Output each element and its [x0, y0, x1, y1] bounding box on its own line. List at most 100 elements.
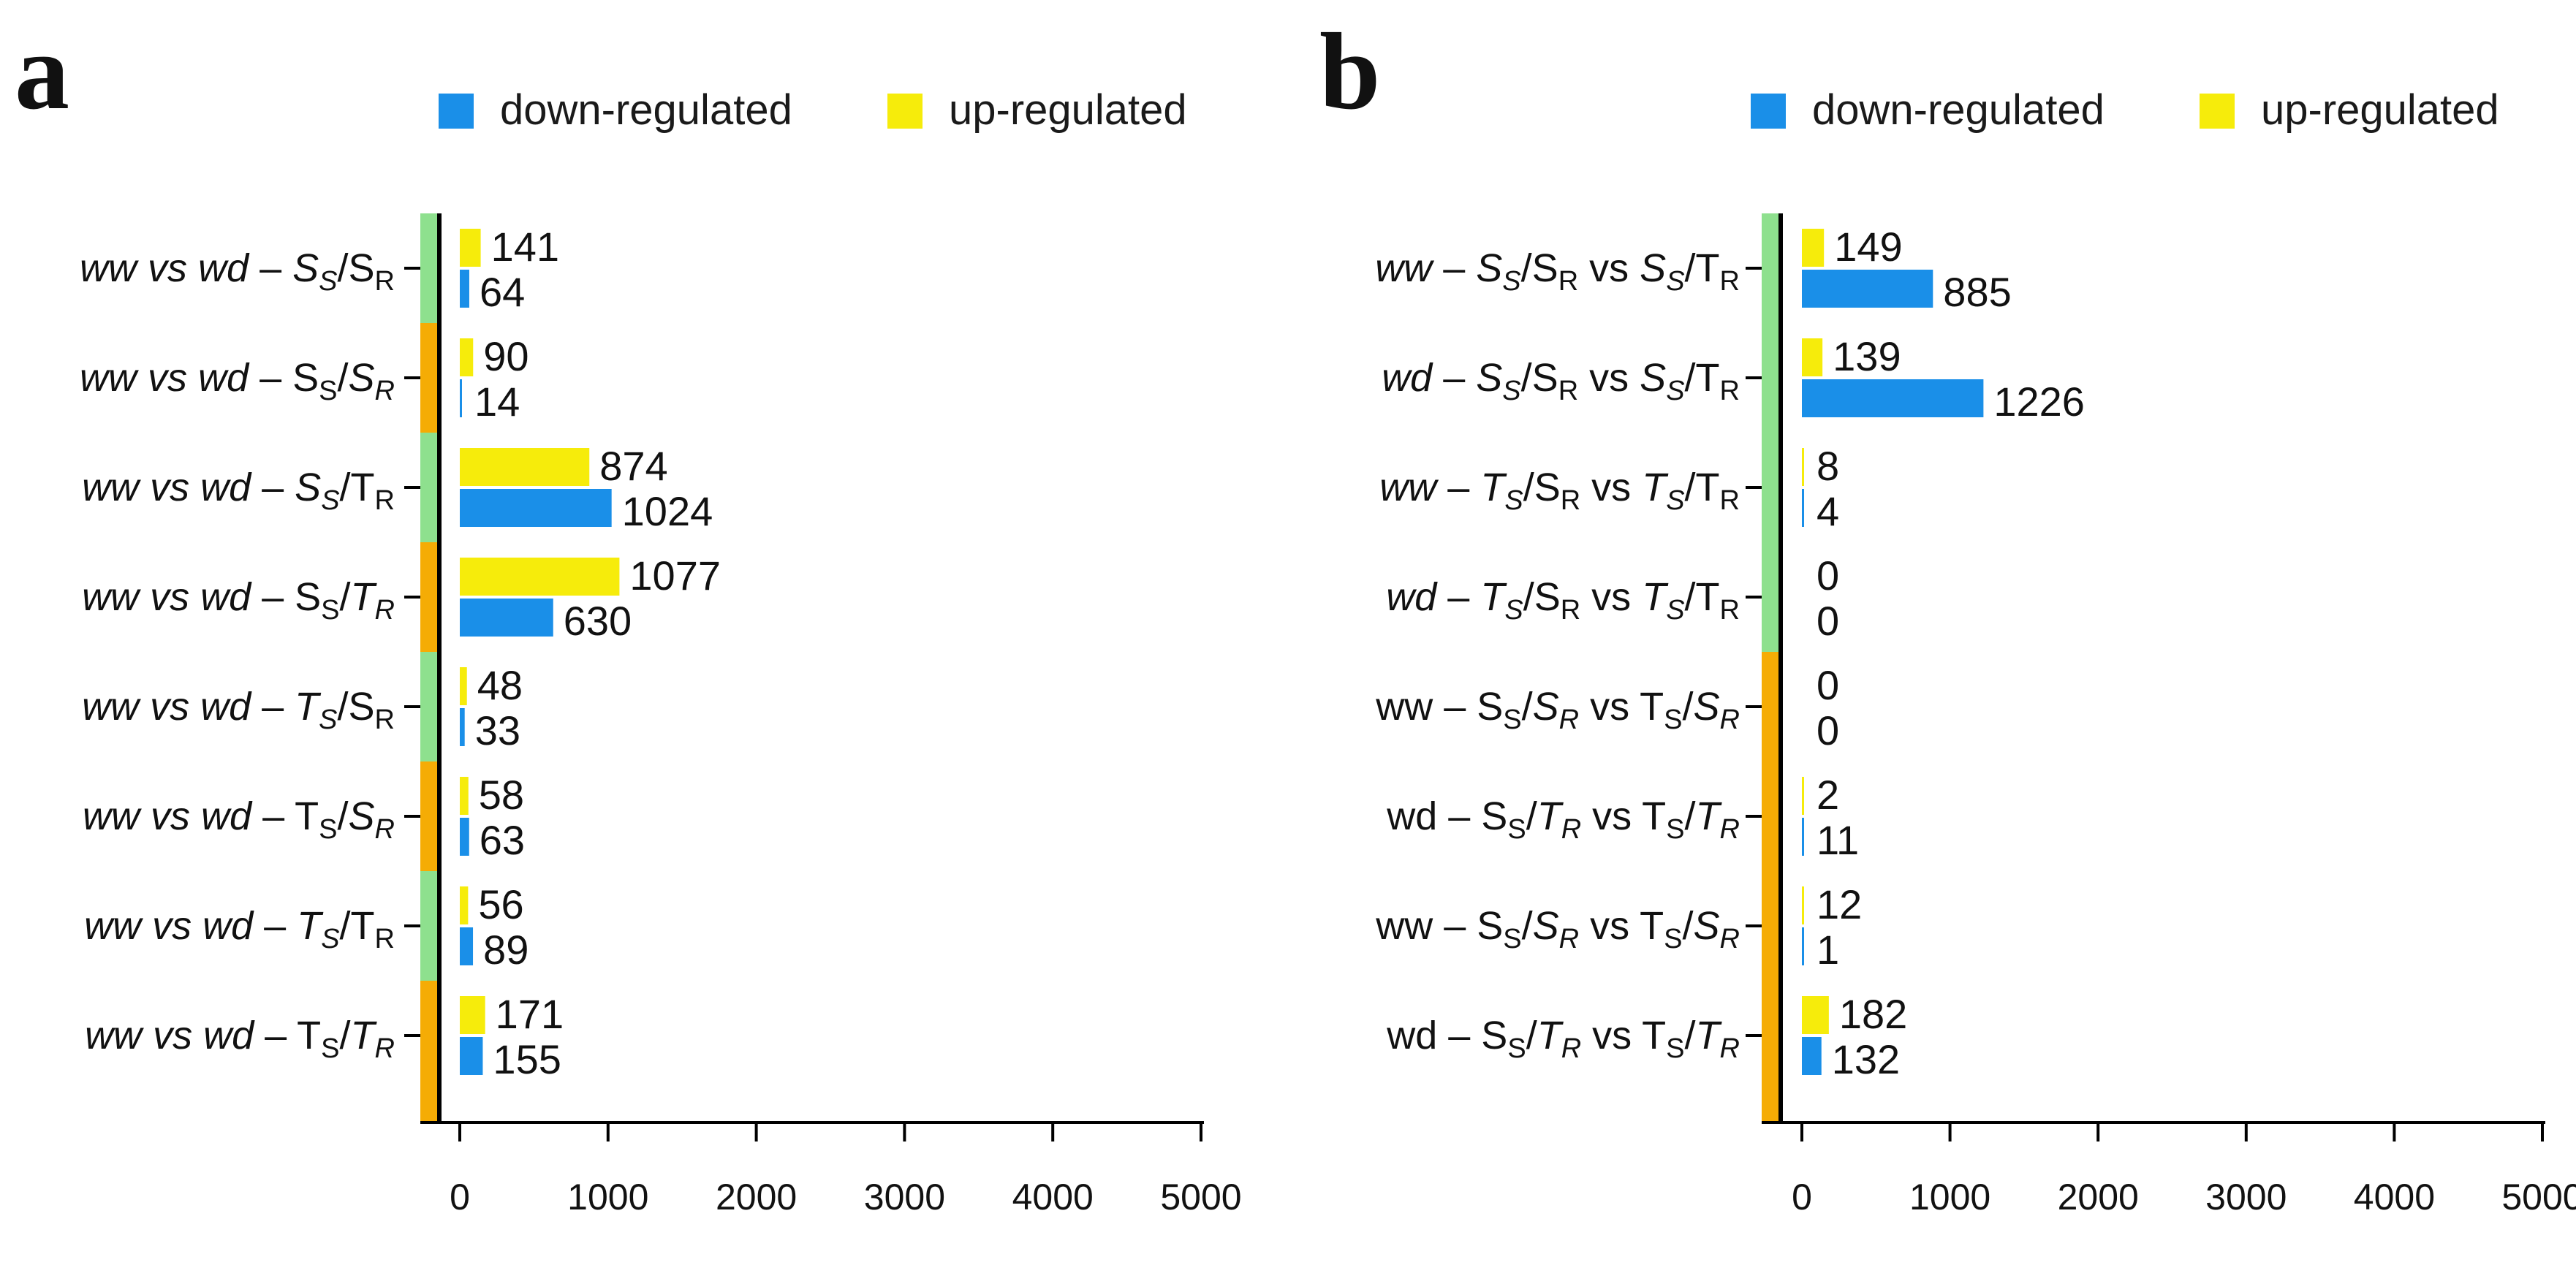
- panel-a: a down-regulated up-regulated 0 1000 2000 3000…: [15, 11, 1242, 1217]
- data-label-down-regulated: 64: [480, 269, 525, 315]
- data-label-up-regulated: 182: [1839, 991, 1907, 1037]
- data-label-down-regulated: 630: [564, 598, 632, 644]
- bar-up-regulated: [1802, 996, 1829, 1034]
- data-label-up-regulated: 58: [479, 772, 524, 818]
- group-strip: [420, 323, 439, 433]
- data-label-up-regulated: 12: [1817, 881, 1862, 927]
- x-tick-label: 0: [450, 1177, 470, 1217]
- data-label-down-regulated: 155: [493, 1036, 561, 1082]
- group-strip: [420, 213, 439, 323]
- data-label-down-regulated: 14: [474, 379, 520, 425]
- bar-down-regulated: [1802, 270, 1933, 308]
- data-label-down-regulated: 1024: [622, 488, 713, 534]
- data-label-down-regulated: 132: [1832, 1036, 1900, 1082]
- group-strip: [1762, 323, 1781, 433]
- data-label-up-regulated: 141: [491, 224, 559, 270]
- group-strip: [420, 1090, 439, 1122]
- category-label: ww – SS/SR vs SS/TR: [1375, 246, 1740, 297]
- data-label-up-regulated: 90: [483, 333, 529, 379]
- bar-down-regulated: [1802, 927, 1804, 965]
- bar-down-regulated: [1802, 489, 1804, 527]
- data-label-up-regulated: 2: [1817, 772, 1839, 818]
- bar-up-regulated: [460, 558, 620, 596]
- bar-up-regulated: [460, 448, 590, 486]
- bar-down-regulated: [460, 927, 474, 965]
- group-strip: [420, 761, 439, 871]
- x-tick-label: 5000: [1160, 1177, 1241, 1217]
- category-label: wd – SS/TR vs TS/TR: [1386, 794, 1740, 845]
- x-tick-label: 4000: [1012, 1177, 1094, 1217]
- bar-up-regulated: [1802, 886, 1804, 924]
- bar-down-regulated: [460, 489, 612, 527]
- category-label: ww vs wd – SS/SR: [80, 356, 395, 406]
- x-tick-label: 4000: [2354, 1177, 2435, 1217]
- bar-up-regulated: [460, 667, 467, 705]
- bar-down-regulated: [460, 270, 469, 308]
- legend-swatch-up-regulated: [887, 94, 923, 129]
- group-strip: [420, 542, 439, 652]
- bar-up-regulated: [1802, 338, 1823, 376]
- bar-down-regulated: [460, 1037, 483, 1075]
- data-label-down-regulated: 0: [1817, 707, 1839, 753]
- category-label: ww vs wd – TS/SR: [82, 685, 395, 735]
- category-label: ww – SS/SR vs TS/SR: [1375, 904, 1740, 954]
- bar-up-regulated: [1802, 777, 1804, 815]
- legend-label-down-regulated: down-regulated: [500, 86, 792, 134]
- bar-up-regulated: [460, 338, 474, 376]
- group-strip: [420, 871, 439, 981]
- x-tick-label: 3000: [2205, 1177, 2287, 1217]
- group-strip: [1762, 871, 1781, 981]
- group-strip: [420, 652, 439, 761]
- category-label: wd – SS/SR vs SS/TR: [1382, 356, 1740, 406]
- bar-down-regulated: [1802, 379, 1984, 417]
- bar-up-regulated: [1802, 229, 1825, 267]
- group-strip: [1762, 652, 1781, 761]
- data-label-up-regulated: 0: [1817, 662, 1839, 708]
- x-tick-label: 2000: [2058, 1177, 2139, 1217]
- x-tick-label: 3000: [864, 1177, 945, 1217]
- group-strip: [1762, 761, 1781, 871]
- data-label-down-regulated: 89: [483, 927, 529, 973]
- bar-down-regulated: [1802, 1037, 1822, 1075]
- data-label-up-regulated: 139: [1833, 333, 1901, 379]
- category-label: ww vs wd – TS/TR: [85, 1014, 395, 1064]
- x-tick-label: 1000: [1909, 1177, 1990, 1217]
- data-label-down-regulated: 885: [1943, 269, 2011, 315]
- group-strip: [1762, 1090, 1781, 1122]
- legend-swatch-up-regulated: [2200, 94, 2235, 129]
- category-label: ww vs wd – SS/TR: [82, 466, 395, 516]
- data-label-down-regulated: 33: [475, 707, 520, 753]
- data-label-up-regulated: 8: [1817, 443, 1839, 489]
- x-tick-label: 0: [1792, 1177, 1812, 1217]
- category-label: ww vs wd – TS/TR: [84, 904, 395, 954]
- x-tick-label: 5000: [2501, 1177, 2576, 1217]
- bar-down-regulated: [460, 379, 462, 417]
- bar-down-regulated: [460, 599, 553, 637]
- panel-letter: b: [1319, 11, 1380, 132]
- group-strip: [1762, 981, 1781, 1090]
- data-label-down-regulated: 11: [1817, 817, 1859, 863]
- category-label: wd – SS/TR vs TS/TR: [1386, 1014, 1740, 1064]
- category-label: ww vs wd – SS/TR: [82, 575, 395, 626]
- data-label-up-regulated: 874: [599, 443, 667, 489]
- group-strip: [1762, 213, 1781, 323]
- bar-down-regulated: [460, 818, 469, 856]
- data-label-up-regulated: 0: [1817, 552, 1839, 599]
- bar-up-regulated: [460, 996, 485, 1034]
- bar-up-regulated: [460, 229, 481, 267]
- group-strip: [1762, 542, 1781, 652]
- data-label-down-regulated: 4: [1817, 488, 1839, 534]
- data-label-down-regulated: 1226: [1993, 379, 2085, 425]
- bar-up-regulated: [460, 777, 469, 815]
- legend-label-up-regulated: up-regulated: [949, 86, 1187, 134]
- category-label: ww vs wd – SS/SR: [80, 246, 395, 297]
- panel-letter: a: [15, 11, 69, 132]
- group-strip: [420, 981, 439, 1090]
- data-label-down-regulated: 0: [1817, 598, 1839, 644]
- data-label-down-regulated: 1: [1817, 927, 1839, 973]
- legend-label-down-regulated: down-regulated: [1812, 86, 2105, 134]
- x-tick-label: 1000: [567, 1177, 648, 1217]
- category-label: ww vs wd – TS/SR: [83, 794, 395, 845]
